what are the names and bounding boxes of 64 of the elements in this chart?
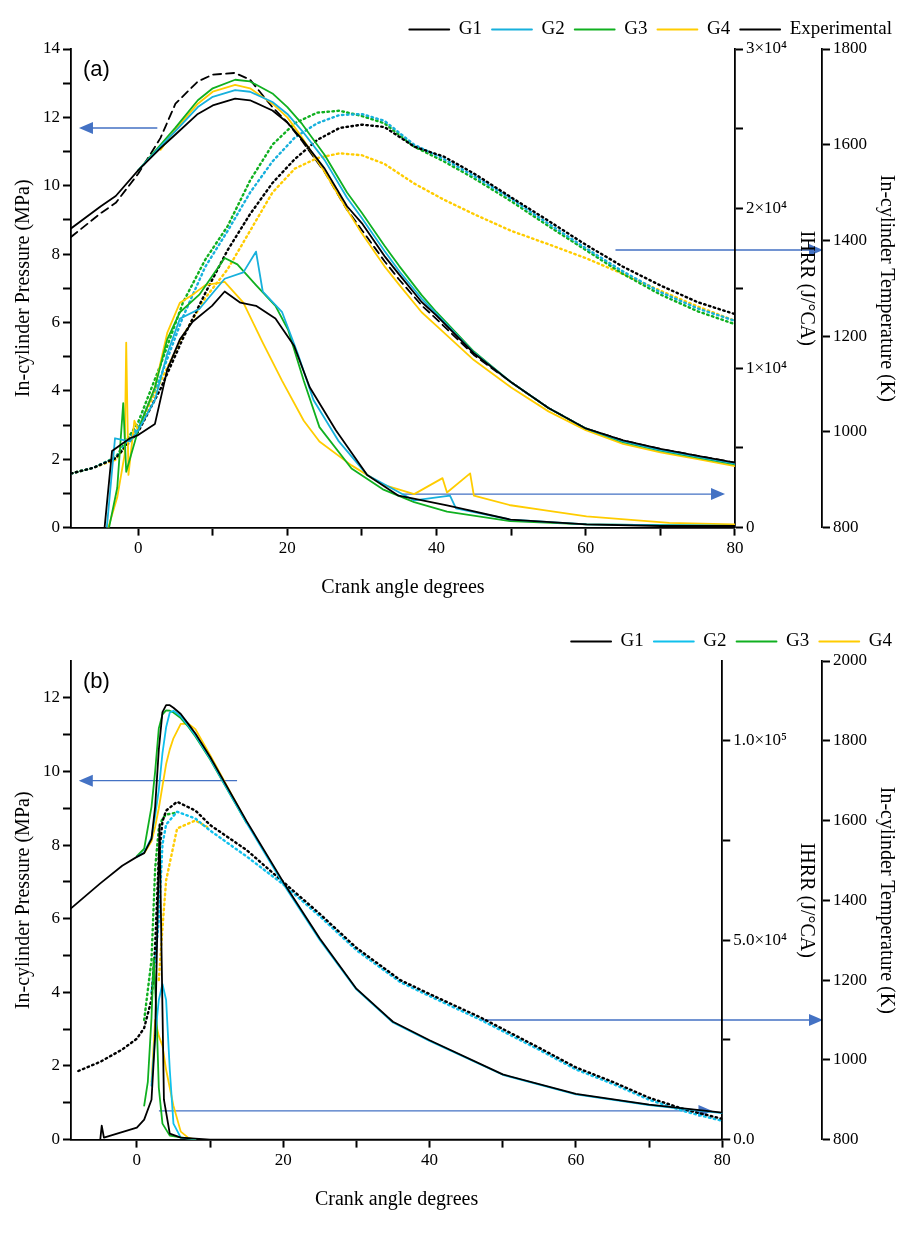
x-tick-label: 20: [278, 538, 296, 558]
legend-label: Experimental: [789, 17, 893, 39]
x-tick-label: 20: [274, 1150, 292, 1170]
y-tick-label: 12: [43, 687, 60, 707]
y3-tick-label: 800: [833, 517, 859, 537]
y2-axis-title: IHRR (J/°CA): [795, 230, 819, 346]
y3-tick-label: 1400: [833, 889, 867, 909]
chart-title: (a): [83, 56, 110, 82]
legend-label: G2: [703, 629, 727, 651]
x-tick-label: 80: [726, 538, 744, 558]
y3-tick-label: 1800: [833, 38, 867, 58]
legend-label: G4: [868, 629, 893, 651]
legend-label: G3: [786, 629, 810, 651]
y3-axis-title: In-cylinder Temperature (K): [875, 174, 899, 402]
y-tick-label: 8: [51, 243, 60, 263]
y3-tick-label: 800: [833, 1129, 859, 1149]
y3-axis-title: In-cylinder Temperature (K): [875, 786, 899, 1014]
legend-label: G1: [620, 629, 644, 651]
chart-title: (b): [83, 668, 110, 694]
y2-axis-title: IHRR (J/°CA): [795, 842, 819, 958]
y-tick-label: 2: [51, 1055, 60, 1075]
x-axis-title: Crank angle degrees: [321, 575, 485, 599]
x-tick-label: 40: [428, 538, 446, 558]
y-tick-label: 8: [51, 834, 60, 854]
x-tick-label: 60: [577, 538, 595, 558]
y3-tick-label: 1200: [833, 325, 867, 345]
legend-label: G2: [541, 17, 565, 39]
y2-tick-label: 3×10⁴: [745, 38, 788, 58]
legend-label: G3: [624, 17, 648, 39]
x-tick-label: 0: [133, 538, 143, 558]
y3-tick-label: 1800: [833, 730, 867, 750]
x-tick-label: 0: [132, 1150, 142, 1170]
legend-label: G1: [458, 17, 482, 39]
y-tick-label: 0: [51, 517, 60, 537]
y-tick-label: 10: [43, 760, 60, 780]
x-tick-label: 80: [713, 1150, 731, 1170]
legend-label: G4: [706, 17, 731, 39]
y2-tick-label: 2×10⁴: [745, 198, 788, 217]
y-tick-label: 0: [51, 1129, 60, 1149]
y-tick-label: 6: [51, 311, 60, 331]
y-tick-label: 4: [51, 981, 61, 1001]
y-tick-label: 14: [43, 38, 61, 58]
y3-tick-label: 1000: [833, 421, 867, 441]
y2-tick-label: 1.0×10⁵: [733, 730, 788, 750]
y3-tick-label: 2000: [833, 650, 867, 670]
y-axis-title: In-cylinder Pressure (MPa): [11, 791, 35, 1010]
y-tick-label: 6: [51, 908, 60, 928]
y-tick-label: 12: [43, 106, 60, 126]
x-tick-label: 40: [421, 1150, 439, 1170]
y2-tick-label: 0: [745, 517, 755, 537]
x-tick-label: 60: [567, 1150, 585, 1170]
y-tick-label: 4: [51, 380, 61, 400]
y3-tick-label: 1400: [833, 229, 867, 249]
y2-tick-label: 0.0: [733, 1129, 755, 1149]
y-tick-label: 2: [51, 448, 60, 468]
y3-tick-label: 1200: [833, 969, 867, 989]
y-tick-label: 10: [43, 175, 60, 195]
x-axis-title: Crank angle degrees: [314, 1187, 479, 1211]
y2-tick-label: 5.0×10⁴: [733, 929, 788, 949]
y3-tick-label: 1600: [833, 810, 867, 829]
y3-tick-label: 1600: [833, 134, 867, 154]
y-axis-title: In-cylinder Pressure (MPa): [11, 179, 35, 398]
y3-tick-label: 1000: [833, 1049, 867, 1069]
y2-tick-label: 1×10⁴: [745, 357, 788, 377]
